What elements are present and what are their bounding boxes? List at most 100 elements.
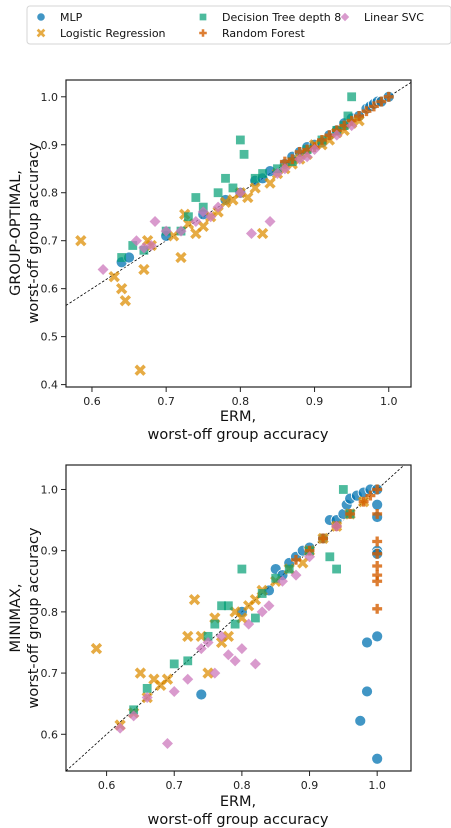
point-decision-tree-depth-8 xyxy=(210,619,220,629)
point-decision-tree-depth-8 xyxy=(271,573,281,583)
point-linear-svc xyxy=(249,658,261,670)
plot-minimax: 0.6 0.7 0.8 0.9 1.0 0.6 0.7 0.8 0.9 1.0 ERM, wors… xyxy=(8,464,412,828)
legend-marker-decision-tree-depth-8 xyxy=(199,13,207,21)
x-tick-label: 0.7 xyxy=(165,779,183,792)
point-random-forest xyxy=(358,496,369,507)
point-linear-svc xyxy=(290,569,302,581)
y-tick-label: 0.4 xyxy=(41,379,59,392)
legend-label-linear-svc: Linear SVC xyxy=(364,11,424,24)
point-decision-tree-depth-8 xyxy=(223,601,233,611)
point-linear-svc xyxy=(149,216,161,228)
y-tick-label: 0.6 xyxy=(41,283,59,296)
point-logistic-regression xyxy=(90,642,103,655)
point-decision-tree-depth-8 xyxy=(325,552,335,562)
point-linear-svc xyxy=(234,187,246,199)
x-tick-label: 0.8 xyxy=(233,779,251,792)
point-decision-tree-depth-8 xyxy=(129,705,139,715)
point-linear-svc xyxy=(331,129,343,141)
point-decision-tree-depth-8 xyxy=(257,589,267,598)
point-mlp xyxy=(361,685,373,698)
point-decision-tree-depth-8 xyxy=(284,564,294,574)
point-decision-tree-depth-8 xyxy=(250,173,260,183)
point-mlp xyxy=(354,714,367,727)
point-logistic-regression xyxy=(167,230,180,242)
point-linear-svc xyxy=(264,216,276,228)
point-random-forest xyxy=(368,101,379,112)
point-linear-svc xyxy=(271,168,283,180)
point-decision-tree-depth-8 xyxy=(117,253,127,262)
x-tick-label: 1.0 xyxy=(368,779,386,792)
point-decision-tree-depth-8 xyxy=(142,683,152,693)
point-linear-svc xyxy=(229,655,241,667)
point-logistic-regression xyxy=(134,364,146,376)
point-decision-tree-depth-8 xyxy=(347,92,357,102)
point-linear-svc xyxy=(168,685,180,697)
axes-frame xyxy=(65,464,412,772)
point-random-forest xyxy=(383,91,394,102)
y-tick-label: 0.9 xyxy=(41,139,59,152)
y-tick-label: 0.7 xyxy=(41,235,59,248)
point-logistic-regression xyxy=(138,263,150,276)
point-logistic-regression xyxy=(264,177,276,189)
point-random-forest xyxy=(372,576,383,587)
point-linear-svc xyxy=(197,206,209,218)
y-tick-label: 0.8 xyxy=(41,606,59,619)
x-tick-label: 0.9 xyxy=(301,779,319,792)
legend-label-decision-tree-depth-8: Decision Tree depth 8 xyxy=(222,11,341,24)
point-decision-tree-depth-8 xyxy=(239,149,249,159)
x-tick-label: 0.7 xyxy=(157,395,175,408)
point-random-forest xyxy=(376,96,387,107)
point-linear-svc xyxy=(145,239,157,251)
point-logistic-regression xyxy=(161,673,174,685)
point-linear-svc xyxy=(256,606,268,618)
point-decision-tree-depth-8 xyxy=(228,183,238,193)
point-linear-svc xyxy=(175,225,187,237)
legend: MLP Logistic Regression Decision Tree dept… xyxy=(36,11,424,40)
y-axis-title-line1: GROUP-OPTIMAL, xyxy=(8,170,24,296)
point-decision-tree-depth-8 xyxy=(184,212,193,222)
point-random-forest xyxy=(345,509,356,519)
point-logistic-regression xyxy=(242,191,254,204)
point-linear-svc xyxy=(160,225,172,237)
point-logistic-regression xyxy=(188,593,201,606)
point-mlp xyxy=(371,752,384,765)
point-decision-tree-depth-8 xyxy=(213,188,223,198)
point-linear-svc xyxy=(279,163,291,175)
point-logistic-regression xyxy=(219,196,232,208)
point-mlp xyxy=(371,498,384,511)
point-random-forest xyxy=(361,106,372,117)
point-logistic-regression xyxy=(134,667,147,679)
point-decision-tree-depth-8 xyxy=(203,631,213,641)
x-axis-title-line1: ERM, xyxy=(220,409,256,425)
x-axis-title-line2: worst-off group accuracy xyxy=(147,427,328,443)
legend-marker-mlp xyxy=(36,12,46,22)
point-decision-tree-depth-8 xyxy=(183,656,193,666)
point-linear-svc xyxy=(331,520,343,532)
point-random-forest xyxy=(291,554,301,565)
point-linear-svc xyxy=(301,151,313,163)
point-linear-svc xyxy=(243,618,255,630)
point-decision-tree-depth-8 xyxy=(128,241,138,250)
point-linear-svc xyxy=(304,551,316,563)
point-decision-tree-depth-8 xyxy=(338,485,348,494)
point-logistic-regression xyxy=(182,630,194,643)
point-logistic-regression xyxy=(222,630,235,643)
point-linear-svc xyxy=(263,600,275,612)
point-linear-svc xyxy=(309,144,321,156)
y-axis-title-line1: MINIMAX, xyxy=(8,584,24,653)
point-decision-tree-depth-8 xyxy=(343,111,353,121)
point-random-forest xyxy=(372,484,383,495)
legend-label-random-forest: Random Forest xyxy=(222,27,305,40)
point-logistic-regression xyxy=(202,667,214,679)
point-logistic-regression xyxy=(197,220,209,232)
point-linear-svc xyxy=(222,649,234,661)
y-tick-label: 0.5 xyxy=(41,331,59,344)
point-random-forest xyxy=(372,509,383,519)
point-random-forest xyxy=(354,111,365,121)
point-logistic-regression xyxy=(75,235,87,247)
y-tick-label: 1.0 xyxy=(41,91,59,104)
point-decision-tree-depth-8 xyxy=(258,169,268,178)
point-linear-svc xyxy=(216,630,228,642)
x-tick-label: 1.0 xyxy=(380,395,398,408)
